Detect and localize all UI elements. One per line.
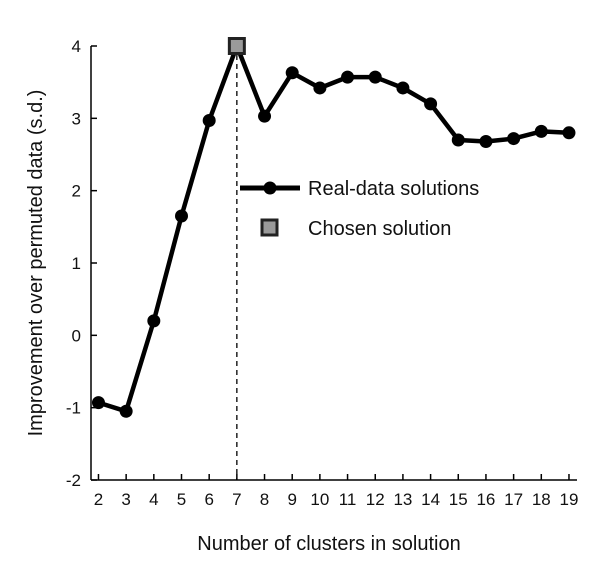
x-tick-label: 2 (94, 490, 103, 509)
data-point (313, 81, 327, 95)
data-point (424, 97, 438, 111)
x-tick-label: 9 (287, 490, 296, 509)
x-axis-label: Number of clusters in solution (197, 533, 460, 555)
data-point (258, 109, 272, 123)
legend-label-chosen: Chosen solution (308, 218, 451, 240)
data-point (202, 114, 216, 128)
chosen-point (227, 37, 246, 55)
legend-label-real-data: Real-data solutions (308, 178, 479, 200)
data-point (479, 134, 493, 148)
x-tick-label: 3 (121, 490, 130, 509)
data-point (507, 132, 521, 146)
data-point (562, 126, 576, 140)
x-tick-label: 18 (532, 490, 551, 509)
x-tick-label: 7 (232, 490, 241, 509)
series-group (91, 37, 576, 418)
y-tick-label: -2 (66, 471, 81, 490)
data-point (368, 70, 382, 84)
y-axis-label: Improvement over permuted data (s.d.) (25, 90, 47, 437)
data-point (534, 124, 548, 138)
x-tick-label: 13 (393, 490, 412, 509)
x-tick-label: 6 (204, 490, 213, 509)
y-tick-label: 3 (72, 109, 81, 128)
legend-circle-marker (263, 181, 277, 195)
x-tick-label: 5 (177, 490, 186, 509)
data-point (175, 209, 189, 223)
x-tick-label: 16 (476, 490, 495, 509)
y-tick-label: -1 (66, 399, 81, 418)
x-tick-label: 12 (366, 490, 385, 509)
data-point (119, 404, 133, 418)
x-tick-label: 10 (310, 490, 329, 509)
data-point (285, 66, 299, 80)
x-tick-label: 15 (449, 490, 468, 509)
x-tick-label: 19 (560, 490, 579, 509)
x-tick-label: 17 (504, 490, 523, 509)
y-tick-label: 1 (72, 254, 81, 273)
y-tick-label: 0 (72, 326, 81, 345)
legend: Real-data solutions Chosen solution (240, 178, 479, 240)
x-tick-label: 8 (260, 490, 269, 509)
data-point (147, 314, 161, 328)
y-tick-label: 4 (72, 37, 81, 56)
data-point (396, 81, 410, 95)
data-point (91, 396, 105, 410)
data-point (451, 133, 465, 147)
x-tick-label: 4 (149, 490, 158, 509)
y-tick-label: 2 (72, 182, 81, 201)
axes (90, 46, 577, 481)
x-tick-label: 14 (421, 490, 440, 509)
legend-square-marker (260, 218, 279, 237)
data-point (341, 70, 355, 84)
x-tick-label: 11 (339, 490, 357, 509)
